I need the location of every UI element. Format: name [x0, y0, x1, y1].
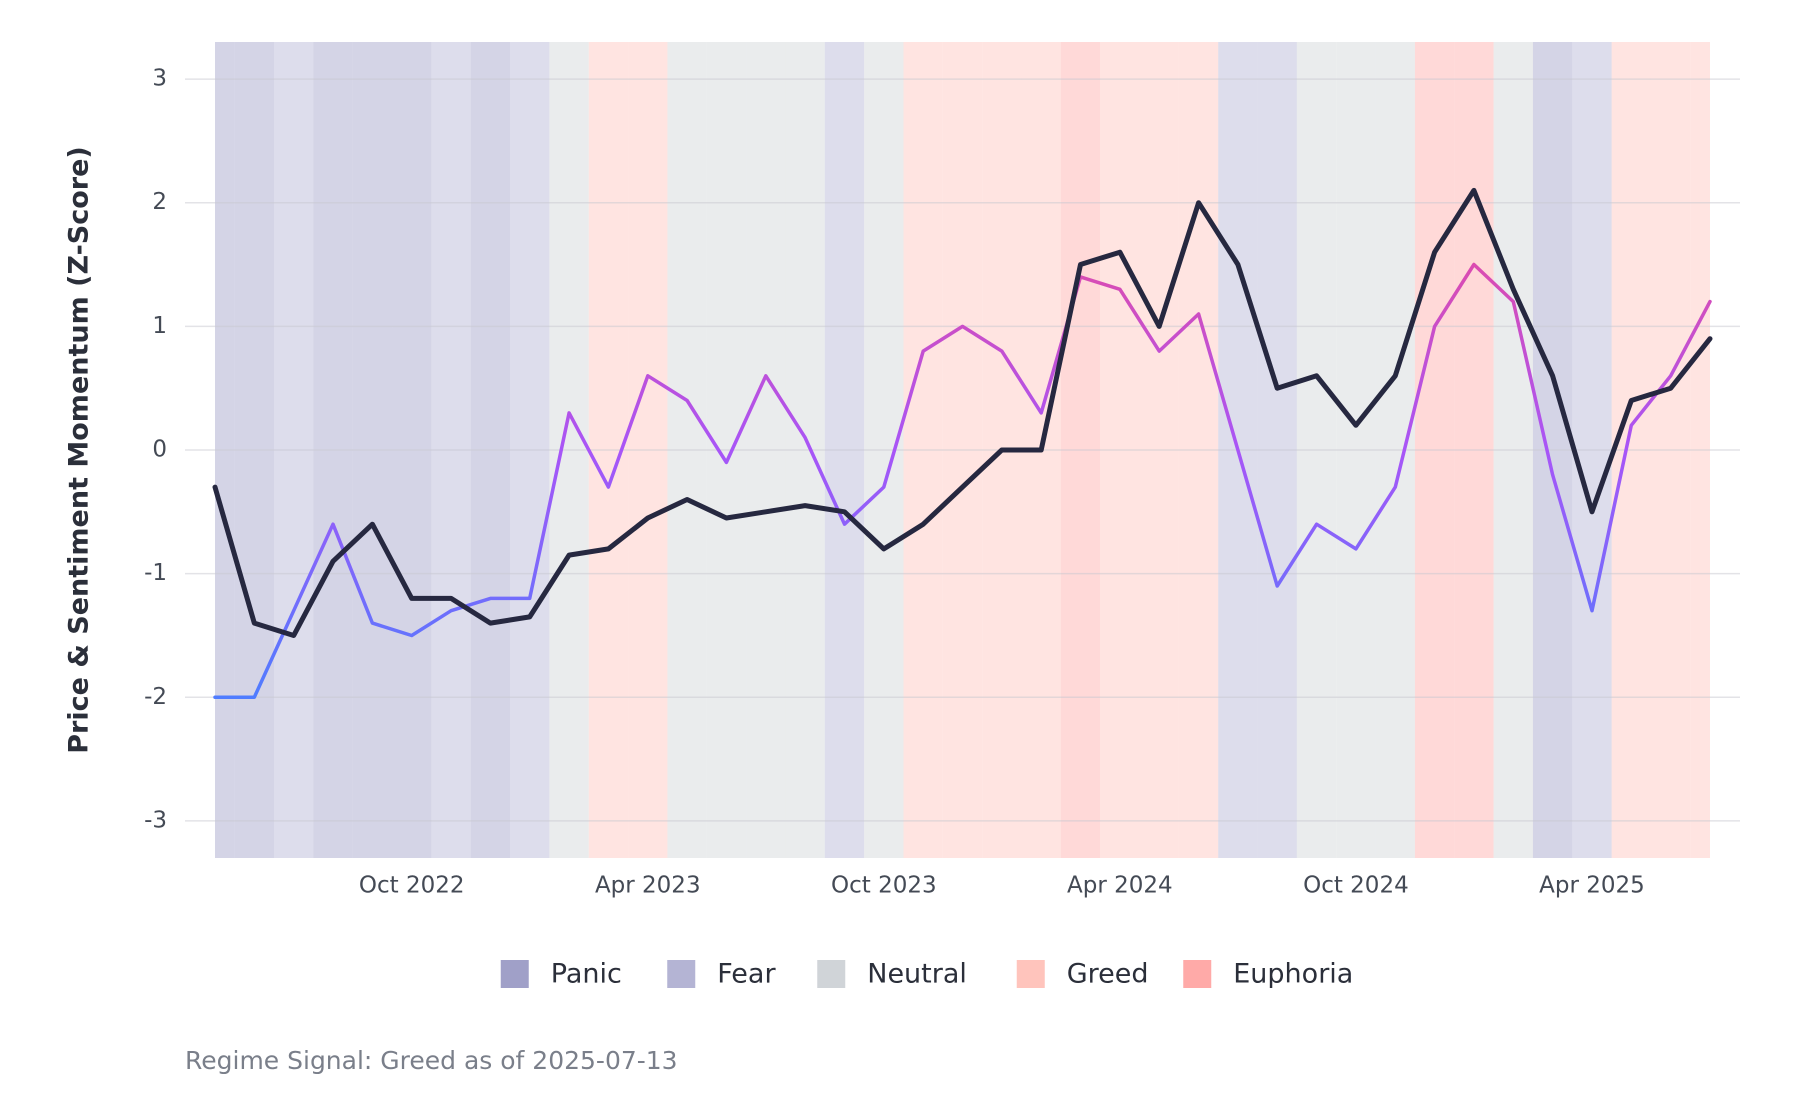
- legend-swatch: [500, 960, 529, 988]
- legend-label: Euphoria: [1233, 959, 1353, 990]
- legend-label: Neutral: [867, 959, 967, 990]
- series-line: [212, 187, 1713, 638]
- legend-swatch: [1016, 960, 1045, 988]
- x-tick-label: Oct 2024: [1303, 873, 1409, 899]
- x-tick-label: Oct 2022: [359, 873, 465, 899]
- legend-swatch: [667, 960, 696, 988]
- y-tick-label: 1: [152, 313, 167, 339]
- legend-label: Greed: [1067, 959, 1149, 990]
- x-tick-label: Apr 2025: [1539, 873, 1645, 899]
- x-tick-label: Oct 2023: [831, 873, 937, 899]
- y-tick-label: 2: [152, 189, 167, 215]
- x-tick-label: Apr 2023: [595, 873, 701, 899]
- legend-swatch: [1183, 960, 1212, 988]
- y-axis-label: Price & Sentiment Momentum (Z-Score): [64, 146, 95, 754]
- legend-swatch: [817, 960, 846, 988]
- legend-label: Panic: [551, 959, 622, 990]
- lines: [212, 187, 1713, 700]
- grid: [185, 78, 1740, 822]
- y-tick-label: 3: [152, 66, 167, 92]
- y-tick-label: -3: [144, 807, 167, 833]
- x-tick-label: Apr 2024: [1067, 873, 1173, 899]
- y-tick-label: -1: [144, 560, 167, 586]
- footnote: Regime Signal: Greed as of 2025-07-13: [185, 1046, 678, 1075]
- y-tick-label: -2: [144, 684, 167, 710]
- y-tick-label: 0: [152, 437, 167, 463]
- legend-label: Fear: [717, 959, 776, 990]
